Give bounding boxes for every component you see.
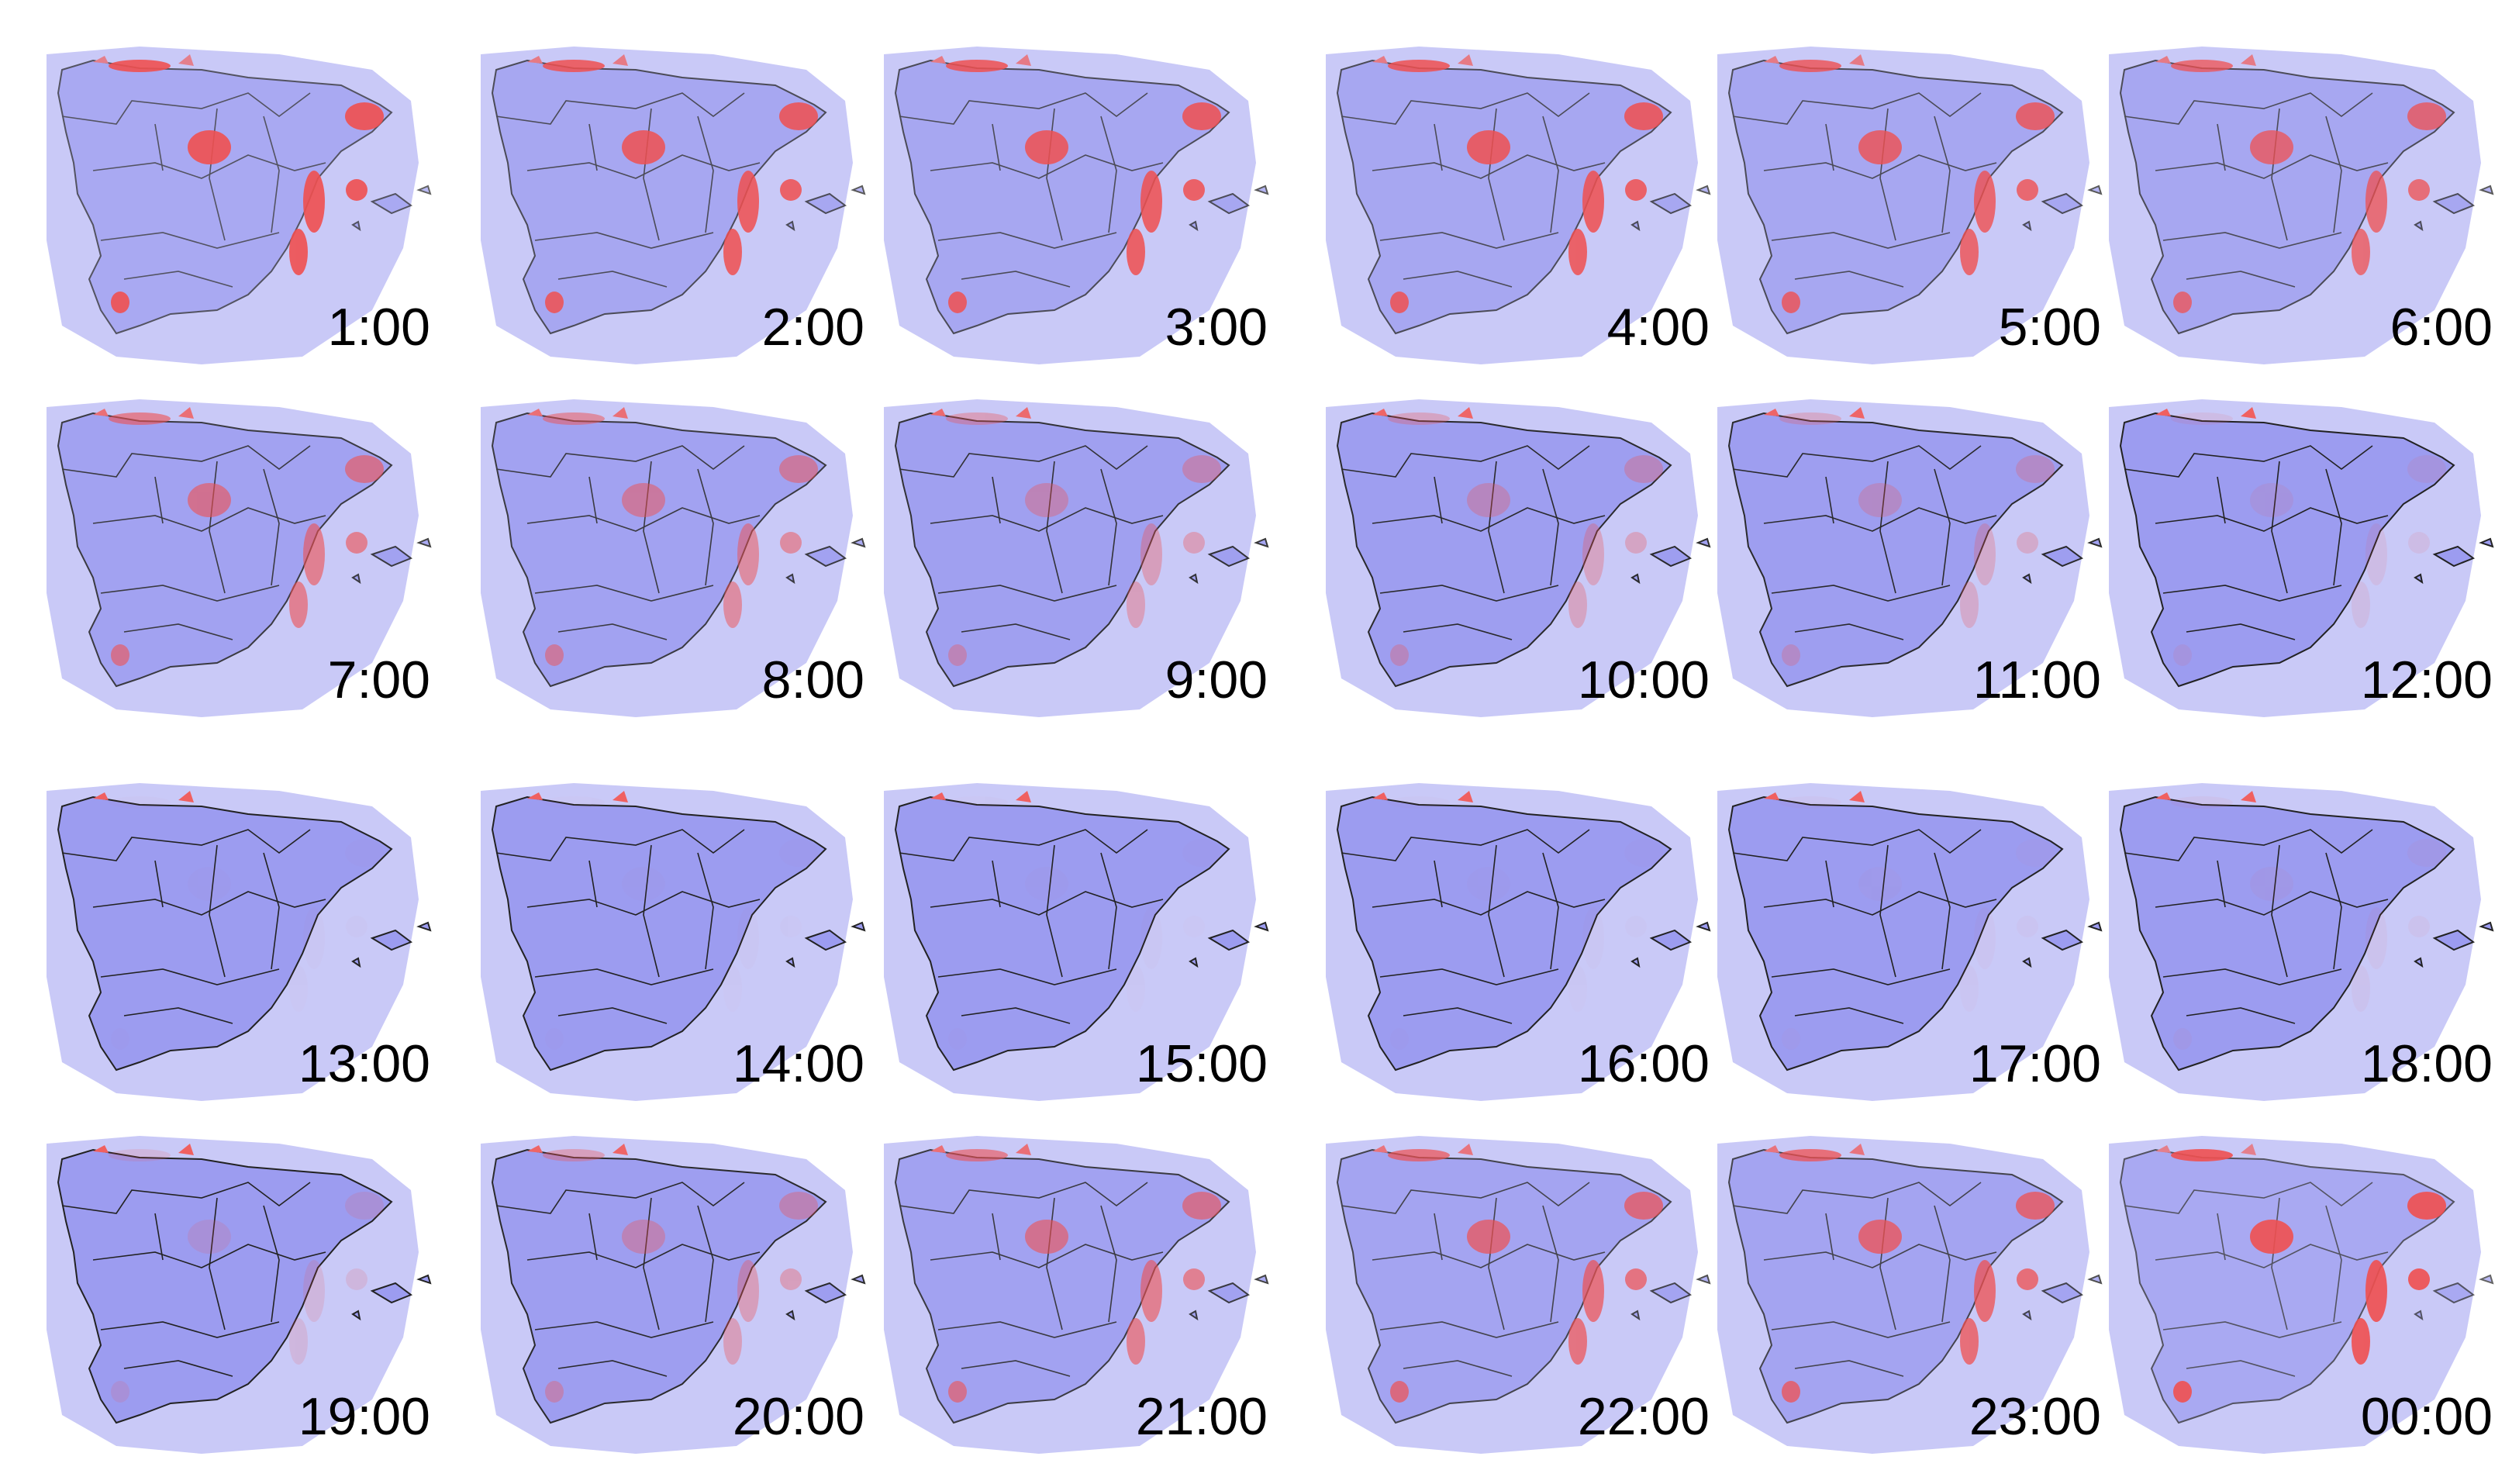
time-label: 20:00 xyxy=(733,1387,864,1446)
time-label: 14:00 xyxy=(733,1034,864,1093)
map-panel: 5:00 xyxy=(1717,47,2102,364)
time-label: 5:00 xyxy=(1999,298,2101,357)
map-panel: 12:00 xyxy=(2109,399,2493,717)
map-panel: 1:00 xyxy=(47,47,431,364)
time-label: 23:00 xyxy=(1969,1387,2101,1446)
map-panel: 8:00 xyxy=(481,399,865,717)
time-label: 21:00 xyxy=(1136,1387,1268,1446)
time-label: 17:00 xyxy=(1969,1034,2101,1093)
time-label: 8:00 xyxy=(762,651,864,709)
map-panel: 20:00 xyxy=(481,1136,865,1454)
time-label: 12:00 xyxy=(2361,651,2493,709)
map-panel: 4:00 xyxy=(1326,47,1710,364)
map-panel: 15:00 xyxy=(884,783,1268,1101)
map-panel: 11:00 xyxy=(1717,399,2102,717)
time-label: 00:00 xyxy=(2361,1387,2493,1446)
time-label: 19:00 xyxy=(298,1387,430,1446)
map-panel: 7:00 xyxy=(47,399,431,717)
map-panel: 9:00 xyxy=(884,399,1268,717)
time-label: 9:00 xyxy=(1165,651,1268,709)
map-panel: 23:00 xyxy=(1717,1136,2102,1454)
map-panel: 16:00 xyxy=(1326,783,1710,1101)
map-panel: 6:00 xyxy=(2109,47,2493,364)
time-label: 13:00 xyxy=(298,1034,430,1093)
map-panel: 14:00 xyxy=(481,783,865,1101)
map-panel: 18:00 xyxy=(2109,783,2493,1101)
map-panel: 17:00 xyxy=(1717,783,2102,1101)
map-panel: 00:00 xyxy=(2109,1136,2493,1454)
time-label: 3:00 xyxy=(1165,298,1268,357)
time-label: 1:00 xyxy=(328,298,430,357)
time-label: 10:00 xyxy=(1578,651,1710,709)
time-label: 7:00 xyxy=(328,651,430,709)
time-label: 15:00 xyxy=(1136,1034,1268,1093)
time-label: 18:00 xyxy=(2361,1034,2493,1093)
map-panel: 10:00 xyxy=(1326,399,1710,717)
map-panel: 19:00 xyxy=(47,1136,431,1454)
map-panel: 2:00 xyxy=(481,47,865,364)
map-panel: 22:00 xyxy=(1326,1136,1710,1454)
time-label: 11:00 xyxy=(1973,651,2101,709)
panel-grid: 1:00 2:00 3:00 4:00 5:00 6:00 7:00 8:00 9:00 10:0… xyxy=(47,47,2493,1454)
map-panel: 13:00 xyxy=(47,783,431,1101)
time-label: 4:00 xyxy=(1607,298,1710,357)
time-label: 16:00 xyxy=(1578,1034,1710,1093)
map-panel: 21:00 xyxy=(884,1136,1268,1454)
time-label: 22:00 xyxy=(1578,1387,1710,1446)
time-label: 2:00 xyxy=(762,298,864,357)
map-panel: 3:00 xyxy=(884,47,1268,364)
time-label: 6:00 xyxy=(2390,298,2493,357)
